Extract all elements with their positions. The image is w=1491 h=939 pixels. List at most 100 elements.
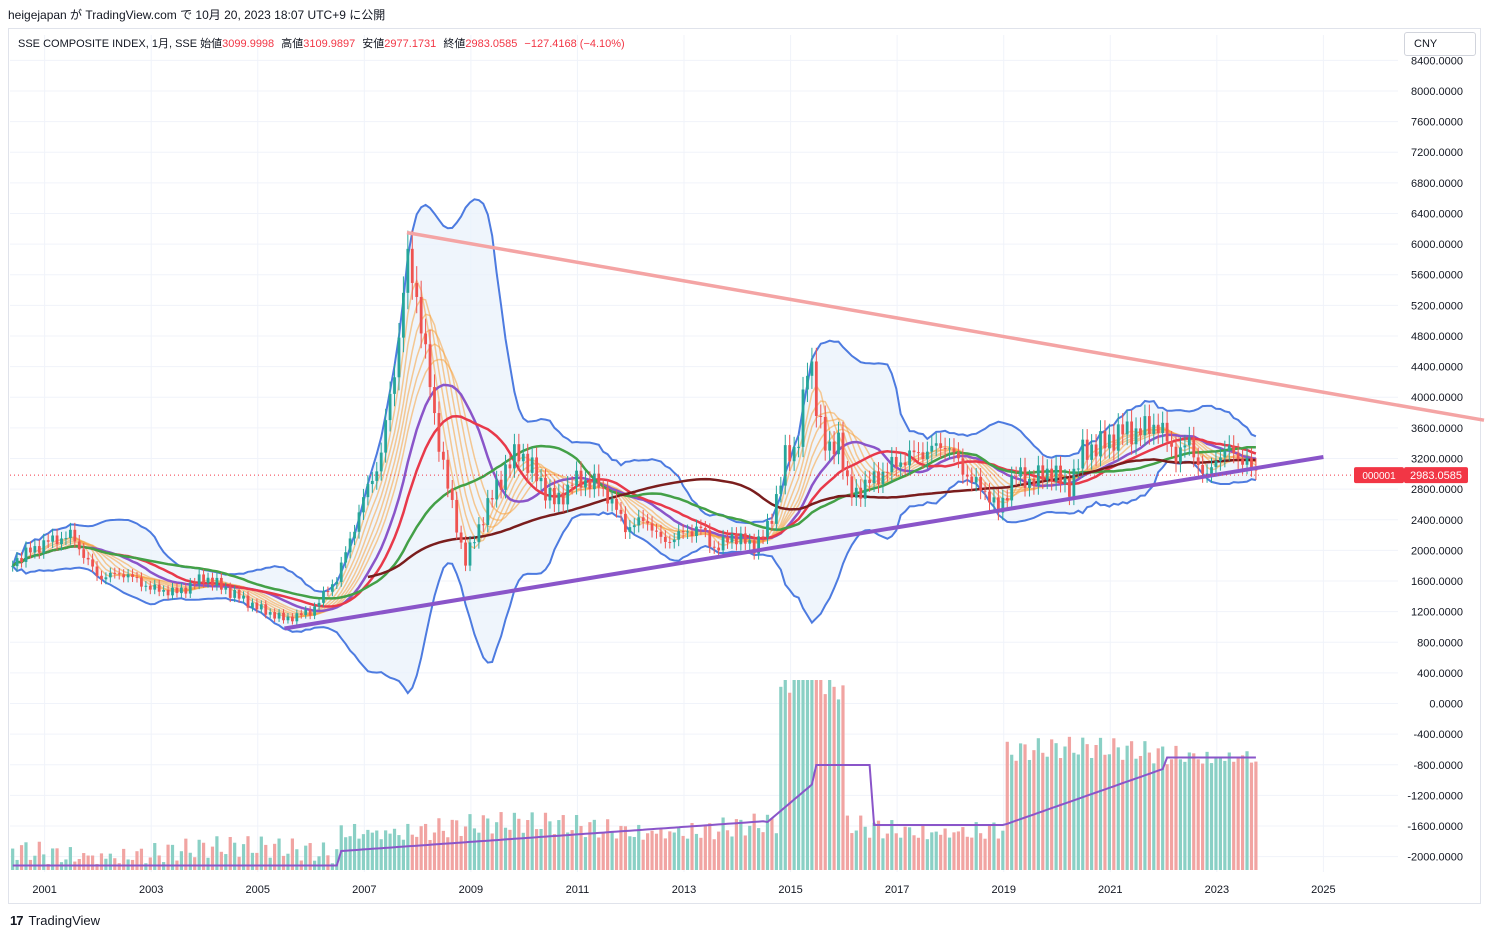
volume-bar	[1156, 748, 1160, 870]
volume-bar	[552, 834, 556, 870]
volume-bar	[1094, 744, 1098, 870]
candle-body	[1036, 465, 1040, 487]
candle-body	[681, 531, 685, 533]
volume-bar	[419, 826, 423, 870]
volume-bar	[397, 835, 401, 870]
candle-body	[597, 473, 601, 488]
volume-bar	[250, 852, 255, 870]
candle-body	[55, 535, 59, 545]
candle-body	[184, 587, 188, 594]
volume-bar	[557, 820, 561, 870]
volume-bar	[854, 830, 858, 870]
candle-body	[428, 344, 432, 388]
candle-body	[344, 552, 348, 563]
volume-bar	[255, 852, 259, 870]
volume-bar	[654, 833, 659, 870]
volume-bar	[526, 820, 530, 870]
candle-body	[242, 595, 245, 599]
volume-bar	[823, 694, 827, 870]
legend-close-value: 2983.0585	[465, 38, 518, 50]
candle-body	[730, 533, 734, 543]
volume-bar	[810, 680, 814, 870]
x-tick-label: 2013	[672, 884, 696, 896]
legend-change: −127.4168 (−4.10%)	[524, 38, 625, 50]
volume-bar	[51, 848, 55, 870]
volume-bar	[588, 822, 592, 870]
candle-body	[153, 584, 157, 590]
y-tick-label: -800.0000	[1413, 760, 1463, 772]
price-tag-value: 2983.0585	[1410, 470, 1462, 482]
candle-body	[1214, 460, 1218, 468]
candle-body	[104, 577, 108, 580]
volume-bar	[828, 680, 832, 870]
volume-bar	[1138, 755, 1143, 870]
y-tick-label: 2000.0000	[1411, 545, 1463, 557]
volume-bar	[1116, 747, 1120, 870]
candle-body	[624, 513, 627, 533]
candle-body	[517, 444, 521, 462]
volume-bar	[832, 686, 836, 870]
tradingview-logo-icon[interactable]: 17	[10, 913, 24, 928]
volume-bar	[1005, 741, 1009, 870]
volume-bar	[725, 830, 730, 870]
volume-bar	[543, 812, 548, 870]
volume-bar	[992, 822, 996, 870]
volume-bar	[1161, 746, 1165, 870]
volume-bar	[68, 847, 72, 870]
volume-bar	[637, 824, 641, 870]
volume-bar	[1214, 756, 1218, 870]
volume-bar	[441, 830, 445, 870]
volume-bar	[19, 845, 24, 870]
volume-bar	[863, 826, 867, 870]
volume-bar	[548, 821, 552, 870]
volume-bar	[685, 838, 690, 870]
candle-body	[219, 577, 223, 590]
volume-bar	[628, 836, 632, 870]
volume-bar	[95, 863, 99, 870]
candle-body	[1063, 478, 1067, 484]
volume-bar	[37, 841, 41, 870]
volume-bar	[930, 832, 934, 870]
candle-body	[663, 536, 667, 542]
volume-bar	[574, 815, 579, 870]
candle-body	[322, 591, 325, 603]
footer-brand[interactable]: TradingView	[28, 913, 101, 928]
candle-body	[850, 476, 854, 498]
volume-bar	[1001, 830, 1005, 870]
candle-body	[144, 585, 148, 587]
candle-body	[1054, 465, 1058, 482]
candle-body	[1130, 421, 1133, 445]
candle-body	[295, 613, 299, 622]
candle-body	[370, 480, 374, 485]
candle-body	[286, 616, 290, 621]
volume-bar	[699, 837, 703, 870]
candle-body	[579, 470, 583, 488]
candle-body	[1072, 468, 1076, 497]
x-tick-label: 2007	[352, 884, 376, 896]
y-tick-label: 0.0000	[1429, 699, 1463, 711]
volume-bar	[348, 836, 352, 870]
y-tick-label: 4800.0000	[1411, 331, 1463, 343]
candle-body	[228, 587, 232, 598]
candle-body	[1010, 475, 1014, 501]
candle-body	[1139, 428, 1142, 436]
candle-body	[15, 558, 19, 567]
volume-bar	[33, 855, 37, 870]
candle-body	[877, 471, 880, 485]
footer: 17 TradingView	[10, 913, 100, 928]
candle-body	[1165, 422, 1169, 442]
volume-bar	[1134, 758, 1138, 870]
candle-body	[1218, 457, 1222, 461]
candle-body	[251, 602, 254, 608]
candle-body	[668, 541, 672, 543]
candle-body	[1170, 441, 1173, 447]
currency-button[interactable]: CNY	[1404, 32, 1476, 56]
volume-bar	[357, 838, 361, 870]
volume-bar	[614, 838, 619, 870]
candle-body	[996, 497, 1000, 513]
candle-body	[988, 491, 991, 503]
candle-body	[1121, 424, 1125, 435]
candle-body	[326, 591, 330, 593]
volume-bar	[219, 851, 223, 870]
